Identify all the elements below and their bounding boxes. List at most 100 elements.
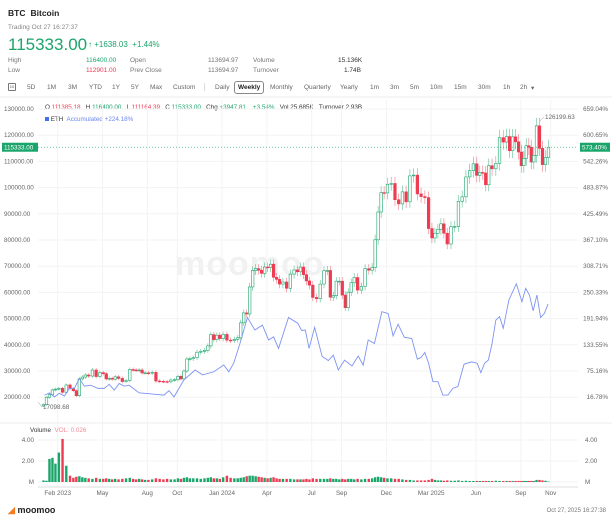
candle-body — [195, 351, 199, 358]
candle-body — [415, 174, 419, 195]
volume-bar — [408, 479, 412, 482]
period-tab-daily[interactable]: Daily — [215, 84, 230, 91]
volume-bar — [436, 480, 440, 482]
volume-bar — [502, 480, 505, 482]
candle-body — [505, 136, 509, 143]
period-tab-1m[interactable]: 1m — [370, 84, 380, 91]
period-tab-30m[interactable]: 30m — [478, 84, 491, 91]
volume-bar — [373, 477, 377, 482]
volume-bar — [128, 477, 131, 482]
period-tab-monthly[interactable]: Monthly — [270, 84, 293, 91]
more-periods-dropdown-icon[interactable]: ▾ — [531, 85, 535, 92]
volume-bar — [272, 477, 275, 482]
period-tab-1h[interactable]: 1h — [503, 84, 511, 91]
candle-body — [322, 270, 326, 285]
volume-bar — [278, 478, 281, 482]
volume-bar — [185, 477, 189, 482]
candle-body — [57, 388, 61, 390]
volume-bar — [42, 480, 45, 482]
candle-body — [423, 196, 427, 198]
candle-body — [449, 226, 453, 245]
candle-body — [232, 339, 236, 341]
candle-body — [453, 226, 457, 228]
volume-bar — [393, 478, 397, 482]
volume-bar — [347, 478, 350, 482]
open-label: Open — [130, 57, 146, 64]
pct-axis-label: 542.26% — [583, 158, 608, 165]
period-tab-3m[interactable]: 3m — [390, 84, 400, 91]
volume-bar — [532, 480, 535, 482]
period-tab-10m[interactable]: 10m — [430, 84, 443, 91]
calendar-icon[interactable]: 10 — [8, 83, 16, 91]
candle-body — [389, 183, 393, 185]
period-tab-5m[interactable]: 5m — [410, 84, 420, 91]
period-tab-15m[interactable]: 15m — [454, 84, 467, 91]
candle-body — [71, 388, 75, 392]
vol-label: Vol — [279, 104, 289, 111]
moomoo-watermark: moomoo — [175, 245, 325, 283]
candle-body — [169, 379, 173, 383]
period-tab-quarterly[interactable]: Quarterly — [304, 84, 331, 91]
period-tab-yearly[interactable]: Yearly — [340, 84, 358, 91]
range-tab-ytd[interactable]: YTD — [89, 84, 102, 91]
period-tab-2h[interactable]: 2h — [520, 84, 528, 91]
range-tab-custom[interactable]: Custom — [173, 84, 196, 91]
candle-body — [53, 388, 58, 391]
volume-bar — [51, 457, 54, 482]
candle-body — [172, 379, 177, 381]
volume-bar — [87, 478, 90, 482]
instrument-name: Bitcoin — [30, 8, 60, 18]
candle-body — [460, 196, 464, 202]
candle-body — [74, 390, 78, 396]
period-tab-weekly[interactable]: Weekly — [234, 81, 265, 94]
candle-body — [285, 281, 289, 289]
volume-bar — [209, 477, 213, 482]
volume-bar — [311, 478, 314, 482]
candle-body — [185, 358, 189, 372]
candle-body — [116, 376, 121, 379]
candle-body — [229, 339, 233, 342]
price-axis-label: 50000.00 — [4, 316, 31, 323]
volume-axis-label-right: 2.00 — [585, 458, 598, 465]
volume-bar — [248, 475, 251, 482]
candle-body — [248, 286, 252, 315]
candle-body — [218, 334, 222, 339]
x-axis-label: Mar 2025 — [418, 490, 445, 497]
compare-legend[interactable]: ETH Accumulated +224.18% — [45, 116, 133, 123]
volume-bar — [356, 478, 359, 482]
range-tab-5d[interactable]: 5D — [27, 84, 36, 91]
volume-bar — [150, 479, 154, 482]
volume-bar — [527, 480, 530, 482]
high-label: High — [8, 57, 22, 64]
candle-body — [445, 232, 449, 245]
candle-body — [543, 157, 548, 165]
range-tab-max[interactable]: Max — [150, 84, 163, 91]
candle-body — [298, 266, 303, 273]
prev-close-value: 113694.97 — [208, 67, 239, 74]
candle-body — [146, 372, 151, 374]
volume-bar — [449, 480, 453, 482]
candle-body — [251, 270, 255, 288]
range-tab-1m[interactable]: 1M — [47, 84, 57, 91]
volume-bar — [65, 465, 68, 482]
symbol: BTC — [8, 8, 26, 18]
range-tab-3m[interactable]: 3M — [68, 84, 78, 91]
volume-bar — [192, 478, 195, 482]
arrow-up-icon: ↑ — [88, 40, 92, 49]
range-tab-5y[interactable]: 5Y — [131, 84, 139, 91]
candle-body — [501, 137, 505, 143]
price-axis-label: 30000.00 — [4, 368, 31, 375]
volume-bar — [158, 478, 161, 482]
volume-bar — [363, 478, 367, 482]
candle-body — [311, 284, 315, 298]
turnover-label: Turnover — [318, 104, 344, 111]
volume-bar — [105, 478, 108, 482]
candle-body — [537, 125, 542, 149]
volume-bar — [281, 478, 285, 482]
volume-bar — [54, 463, 57, 482]
range-tab-1y[interactable]: 1Y — [112, 84, 120, 91]
volume-bar — [315, 478, 318, 482]
volume-bar — [419, 480, 423, 482]
volume-bar — [442, 480, 446, 482]
